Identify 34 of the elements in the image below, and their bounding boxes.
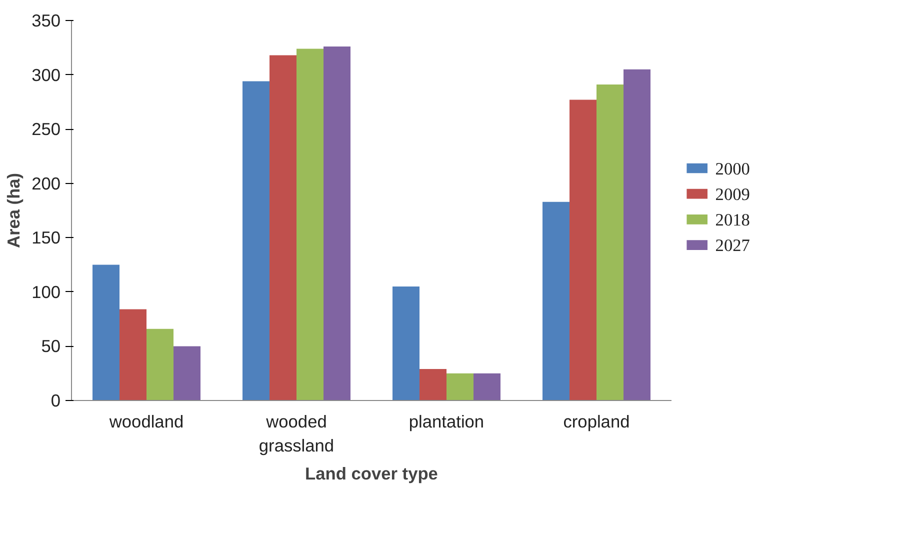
bar <box>120 309 146 400</box>
bar <box>174 346 200 400</box>
legend-label: 2009 <box>715 184 750 204</box>
y-tick-label: 350 <box>32 10 61 30</box>
bar <box>596 84 624 400</box>
legend-label: 2018 <box>715 210 750 230</box>
bar <box>624 69 650 400</box>
x-tick-label: wooded grassland <box>258 412 334 456</box>
bar <box>474 373 500 400</box>
y-axis-title: Area (ha) <box>4 172 24 248</box>
x-tick-label: plantation <box>408 412 484 432</box>
legend-label: 2000 <box>715 159 750 178</box>
bar <box>242 81 270 400</box>
bar <box>146 328 174 400</box>
y-tick-label: 0 <box>50 390 61 410</box>
bar <box>542 202 570 400</box>
x-tick-label: cropland <box>563 412 630 432</box>
bar <box>392 286 420 400</box>
y-tick-label: 250 <box>32 119 61 140</box>
bar <box>420 369 446 400</box>
bar <box>296 48 324 400</box>
legend-label: 2027 <box>715 236 750 256</box>
y-tick-label: 50 <box>41 336 61 356</box>
bar <box>324 46 350 400</box>
x-axis-title: Land cover type <box>305 464 438 484</box>
x-tick-label: woodland <box>108 412 184 432</box>
bar <box>446 373 474 400</box>
y-tick-label: 200 <box>32 173 61 194</box>
bar <box>570 100 596 400</box>
bar <box>92 264 120 400</box>
y-tick-label: 300 <box>32 64 61 85</box>
y-tick-label: 150 <box>32 228 61 248</box>
y-tick-label: 100 <box>32 282 61 302</box>
bar <box>270 55 296 400</box>
